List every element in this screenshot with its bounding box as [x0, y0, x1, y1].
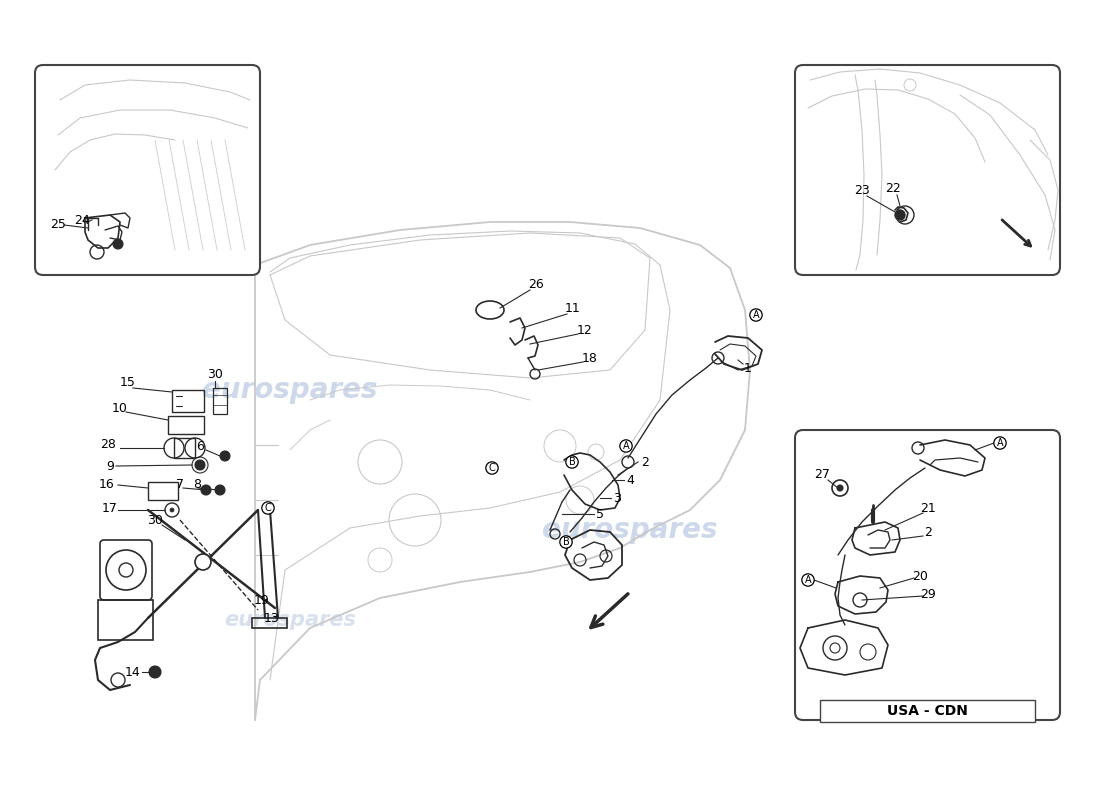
Circle shape — [111, 673, 125, 687]
Text: 27: 27 — [814, 469, 829, 482]
Text: 3: 3 — [613, 491, 620, 505]
Text: A: A — [805, 575, 812, 585]
Circle shape — [837, 485, 843, 491]
Bar — [148, 482, 178, 500]
Text: 12: 12 — [578, 323, 593, 337]
Bar — [820, 700, 1035, 722]
Text: 5: 5 — [596, 509, 604, 522]
Text: 2: 2 — [924, 526, 932, 539]
Circle shape — [220, 451, 230, 461]
Text: 2: 2 — [641, 455, 649, 469]
Bar — [213, 388, 227, 414]
Text: eurospares: eurospares — [542, 516, 717, 544]
Circle shape — [148, 666, 161, 678]
Circle shape — [214, 485, 225, 495]
Text: 10: 10 — [112, 402, 128, 414]
Text: USA - CDN: USA - CDN — [887, 704, 967, 718]
Text: 26: 26 — [528, 278, 543, 291]
Circle shape — [170, 508, 174, 512]
Text: A: A — [623, 441, 629, 451]
Text: 13: 13 — [264, 611, 279, 625]
Text: eurospares: eurospares — [202, 376, 377, 404]
FancyBboxPatch shape — [35, 65, 260, 275]
FancyBboxPatch shape — [795, 65, 1060, 275]
Text: 30: 30 — [147, 514, 163, 526]
Bar — [174, 438, 195, 458]
Circle shape — [895, 210, 905, 220]
Text: 22: 22 — [886, 182, 901, 194]
Text: 15: 15 — [120, 377, 136, 390]
Ellipse shape — [476, 301, 504, 319]
Text: 23: 23 — [854, 183, 870, 197]
Text: C: C — [265, 503, 272, 513]
Text: 9: 9 — [106, 459, 114, 473]
Text: 16: 16 — [99, 478, 114, 491]
Bar — [252, 618, 287, 628]
Text: 28: 28 — [100, 438, 116, 451]
Text: A: A — [752, 310, 759, 320]
Text: eurospares: eurospares — [224, 610, 356, 630]
Text: 6: 6 — [196, 439, 204, 453]
Circle shape — [195, 460, 205, 470]
FancyBboxPatch shape — [795, 430, 1060, 720]
Bar — [98, 600, 153, 640]
Text: 1: 1 — [744, 362, 752, 374]
Text: 30: 30 — [207, 369, 223, 382]
Text: 8: 8 — [192, 478, 201, 490]
Text: 17: 17 — [102, 502, 118, 514]
Text: 7: 7 — [176, 478, 184, 490]
Bar — [172, 390, 204, 412]
Text: 24: 24 — [74, 214, 90, 226]
Text: 19: 19 — [254, 594, 270, 606]
Text: 25: 25 — [51, 218, 66, 231]
Text: 4: 4 — [626, 474, 634, 486]
Text: 29: 29 — [920, 587, 936, 601]
Text: A: A — [997, 438, 1003, 448]
Circle shape — [113, 239, 123, 249]
Circle shape — [195, 554, 211, 570]
Text: B: B — [562, 537, 570, 547]
Circle shape — [201, 485, 211, 495]
Text: 20: 20 — [912, 570, 928, 582]
Text: B: B — [569, 457, 575, 467]
Text: 14: 14 — [125, 666, 141, 678]
Text: 18: 18 — [582, 351, 598, 365]
Text: C: C — [488, 463, 495, 473]
Text: 11: 11 — [565, 302, 581, 314]
Bar — [168, 416, 204, 434]
Text: 21: 21 — [920, 502, 936, 514]
